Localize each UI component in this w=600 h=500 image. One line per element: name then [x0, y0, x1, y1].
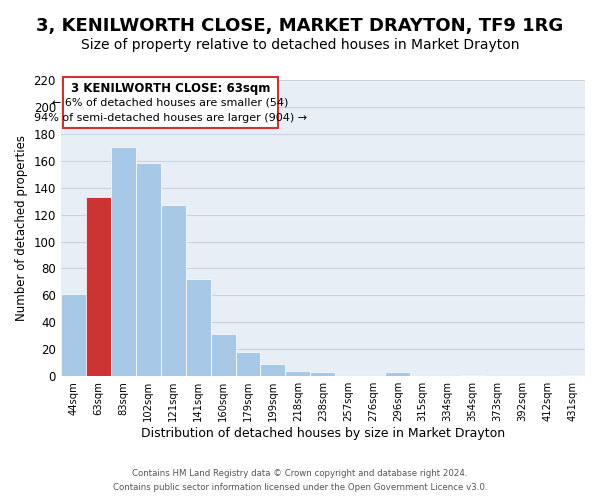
Text: ← 6% of detached houses are smaller (54): ← 6% of detached houses are smaller (54)	[52, 98, 289, 108]
Bar	[460, 375, 485, 376]
Text: Size of property relative to detached houses in Market Drayton: Size of property relative to detached ho…	[81, 38, 519, 52]
Bar	[286, 371, 310, 376]
Bar	[260, 364, 286, 376]
Text: 3, KENILWORTH CLOSE, MARKET DRAYTON, TF9 1RG: 3, KENILWORTH CLOSE, MARKET DRAYTON, TF9…	[37, 18, 563, 36]
Bar	[61, 294, 86, 376]
Bar	[111, 148, 136, 376]
Y-axis label: Number of detached properties: Number of detached properties	[15, 135, 28, 321]
Bar	[385, 372, 410, 376]
Text: Contains public sector information licensed under the Open Government Licence v3: Contains public sector information licen…	[113, 484, 487, 492]
Bar	[211, 334, 236, 376]
Bar	[310, 372, 335, 376]
Text: Contains HM Land Registry data © Crown copyright and database right 2024.: Contains HM Land Registry data © Crown c…	[132, 468, 468, 477]
Text: 3 KENILWORTH CLOSE: 63sqm: 3 KENILWORTH CLOSE: 63sqm	[71, 82, 271, 94]
Bar	[161, 205, 185, 376]
Bar	[136, 164, 161, 376]
Text: 94% of semi-detached houses are larger (904) →: 94% of semi-detached houses are larger (…	[34, 112, 307, 122]
Bar	[236, 352, 260, 376]
FancyBboxPatch shape	[63, 78, 278, 128]
X-axis label: Distribution of detached houses by size in Market Drayton: Distribution of detached houses by size …	[141, 427, 505, 440]
Bar	[560, 375, 585, 376]
Bar	[86, 197, 111, 376]
Bar	[185, 280, 211, 376]
